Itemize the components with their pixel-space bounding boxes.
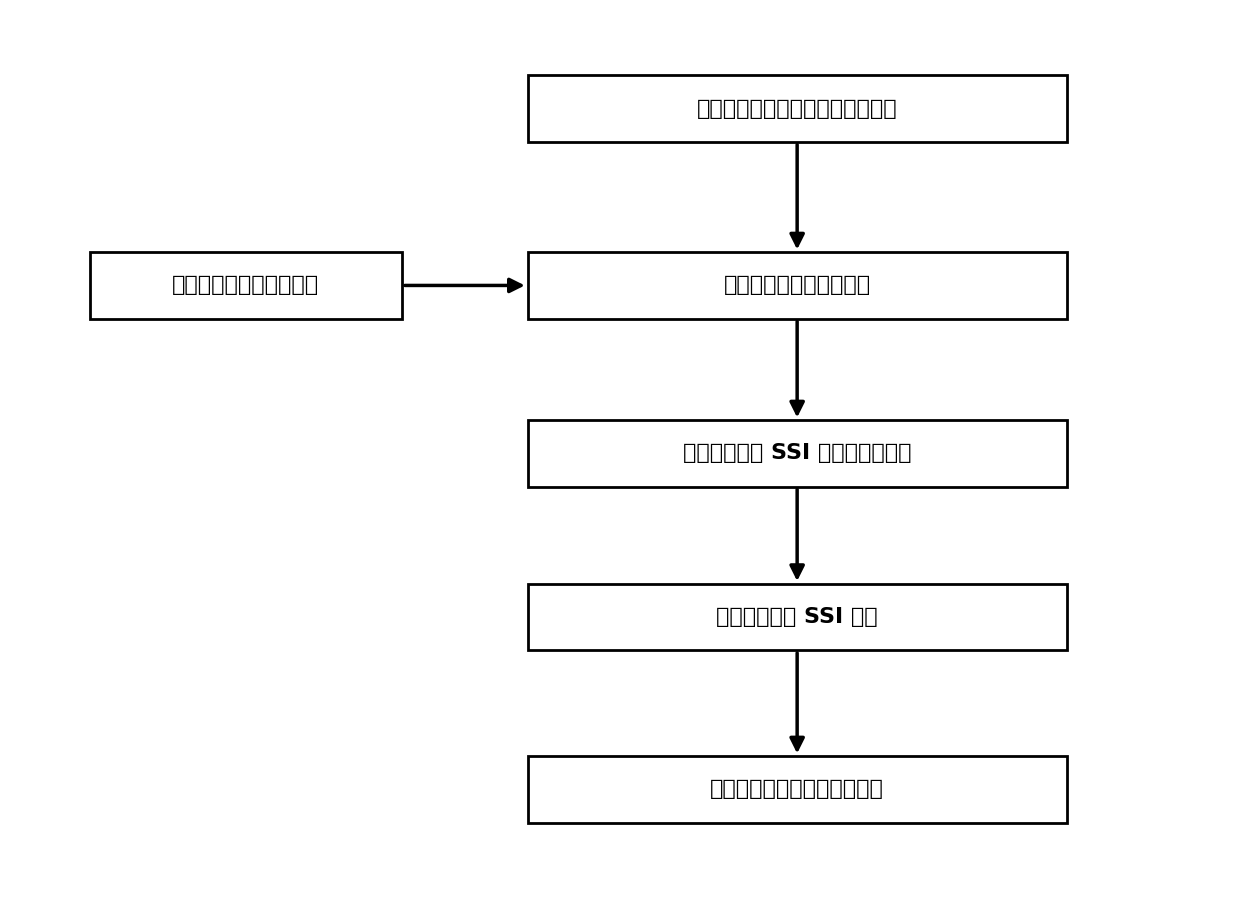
Text: 模拟装置读取上位机数据: 模拟装置读取上位机数据 — [724, 276, 871, 295]
Text: 采集装置接收 SSI 信号: 采集装置接收 SSI 信号 — [716, 607, 878, 627]
FancyBboxPatch shape — [528, 756, 1067, 823]
Text: 采集装置发送时钟信号，读取数据: 采集装置发送时钟信号，读取数据 — [696, 99, 897, 119]
FancyBboxPatch shape — [528, 75, 1067, 142]
FancyBboxPatch shape — [89, 252, 401, 319]
Text: 模拟装置发送 SSI 信号给采集装置: 模拟装置发送 SSI 信号给采集装置 — [683, 444, 912, 463]
Text: 采集装置上位机读取采集数据: 采集装置上位机读取采集数据 — [710, 779, 885, 799]
FancyBboxPatch shape — [528, 584, 1067, 650]
FancyBboxPatch shape — [528, 252, 1067, 319]
Text: 调节模拟装置上位机数据: 调节模拟装置上位机数据 — [172, 276, 320, 295]
FancyBboxPatch shape — [528, 420, 1067, 487]
